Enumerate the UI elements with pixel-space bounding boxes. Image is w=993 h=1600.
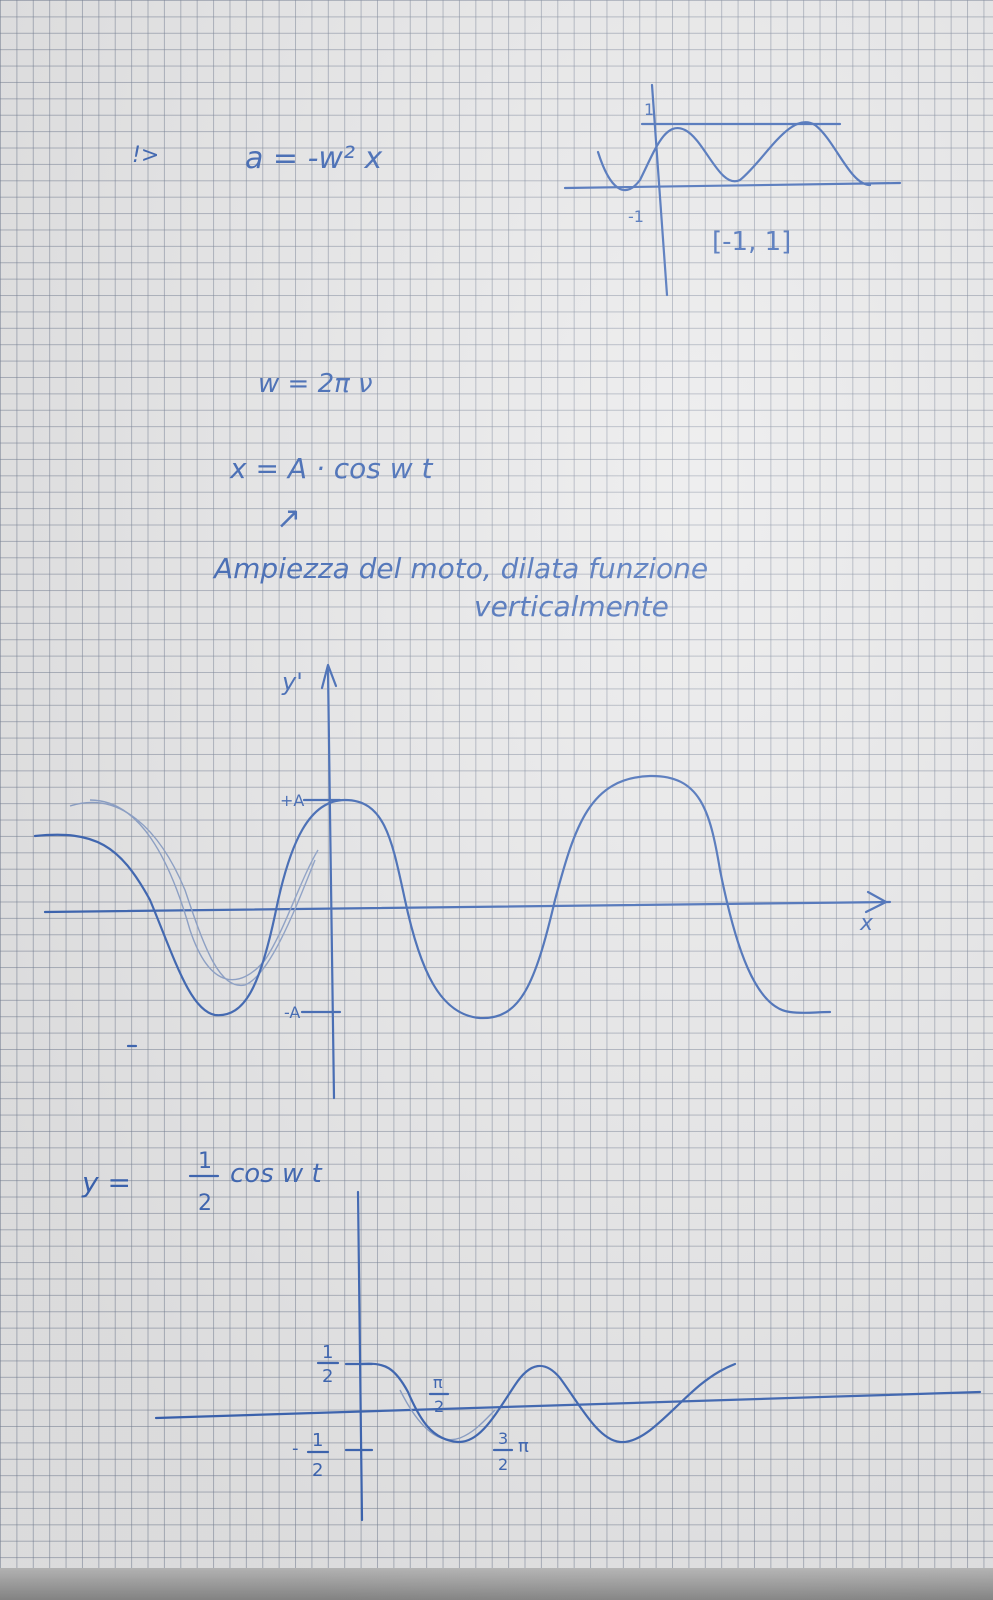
main-cosine-graph: y' x +A -A [33, 663, 892, 1100]
amplitude-note-line1: Ampiezza del moto, dilata funzione [212, 552, 708, 585]
neg-half-num: 1 [312, 1430, 323, 1451]
main-graph-minus-a: -A [284, 1003, 300, 1022]
half-equation-rhs: cos w t [230, 1159, 323, 1189]
half-label-den: 2 [322, 1366, 333, 1387]
neg-half-sign: - [292, 1438, 299, 1459]
pi-half-den: 2 [434, 1397, 444, 1416]
half-equation-numerator: 1 [198, 1149, 212, 1174]
arrow-symbol: !> [132, 143, 159, 168]
half-equation-denominator: 2 [198, 1191, 212, 1216]
arrow-up-icon: ↗ [276, 501, 301, 536]
amplitude-note-line2: verticalmente [474, 590, 669, 623]
small-graph-range: [-1, 1] [712, 227, 791, 257]
acceleration-equation: a = -w² x [245, 141, 383, 176]
small-graph-y-bottom: -1 [628, 207, 644, 226]
three-half-den: 2 [498, 1455, 508, 1474]
position-equation: x = A · cos w t [229, 452, 434, 485]
half-cosine-graph: 1 2 - 1 2 π 2 3 2 π [154, 1190, 982, 1522]
three-half-pi: π [518, 1436, 529, 1457]
pi-half-num: π [433, 1373, 443, 1392]
half-equation-lhs: y = [81, 1166, 131, 1199]
omega-equation: w = 2π ν [258, 369, 373, 399]
small-graph-y-top: 1 [644, 100, 654, 119]
three-half-num: 3 [498, 1429, 508, 1448]
main-graph-plus-a: +A [280, 791, 304, 810]
desk-edge [0, 1568, 993, 1600]
main-graph-y-label: y' [281, 668, 303, 696]
half-label-num: 1 [322, 1342, 333, 1363]
neg-half-den: 2 [312, 1460, 323, 1481]
small-cosine-graph: 1 -1 [-1, 1] [563, 83, 902, 297]
main-graph-x-label: x [859, 911, 874, 936]
